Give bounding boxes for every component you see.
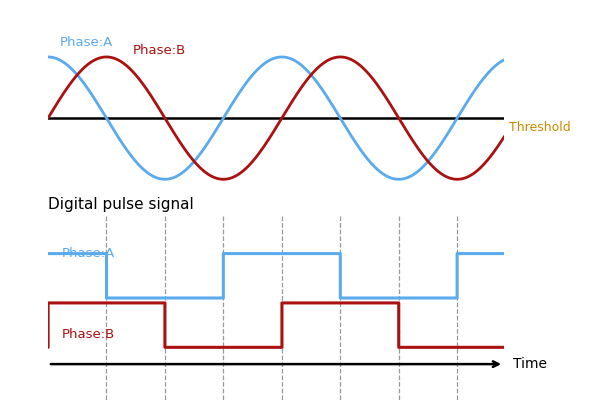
Text: Phase:B: Phase:B <box>62 328 115 342</box>
Text: Phase:A: Phase:A <box>62 247 115 260</box>
Text: Phase:B: Phase:B <box>133 44 186 57</box>
Text: Phase:A: Phase:A <box>59 36 113 49</box>
Text: Time: Time <box>513 357 547 371</box>
Text: Threshold: Threshold <box>509 121 571 134</box>
Text: Digital pulse signal: Digital pulse signal <box>48 197 194 212</box>
